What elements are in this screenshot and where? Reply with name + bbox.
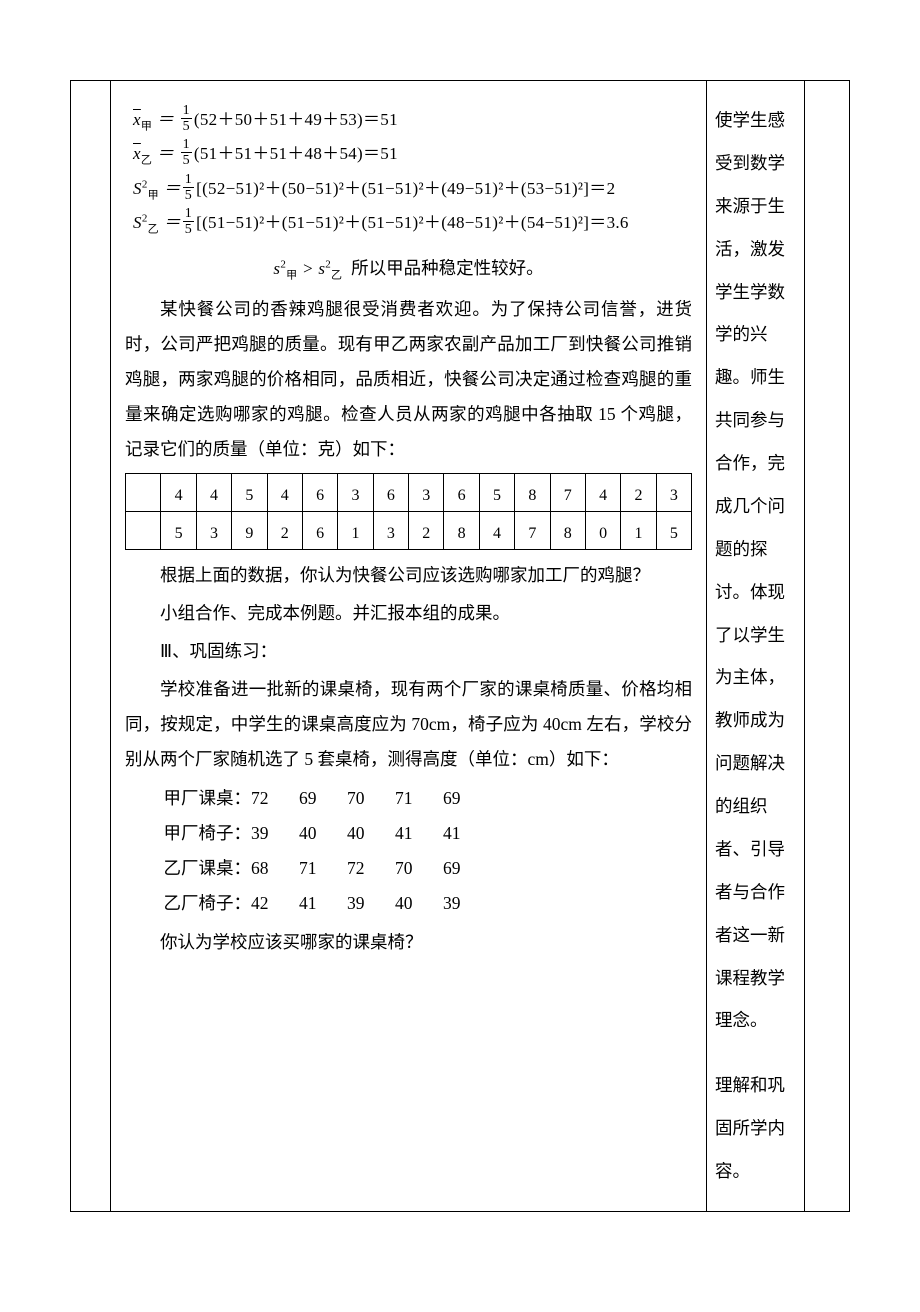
cell: 4 — [196, 473, 231, 511]
cell: 9 — [232, 511, 267, 549]
cell: 1 — [338, 511, 373, 549]
yi-chair-row: 乙厂椅子：4241394039 — [164, 886, 693, 921]
cell: 7 — [515, 511, 550, 549]
variance-compare: s2甲 > s2乙 所以甲品种稳定性较好。 — [125, 255, 692, 282]
section-3-heading: Ⅲ、巩固练习： — [125, 634, 692, 669]
formula-mean-yi: x乙 ＝ 15(51＋51＋51＋48＋54)＝51 — [133, 137, 692, 171]
cell: 2 — [267, 511, 302, 549]
formula-s2-yi: S2乙 ＝15[(51−51)²＋(51−51)²＋(51−51)²＋(48−5… — [133, 206, 692, 240]
cell: 3 — [196, 511, 231, 549]
cell: 8 — [515, 473, 550, 511]
paragraph-5: 你认为学校应该买哪家的课桌椅？ — [125, 925, 692, 960]
formula-s2-jia: S2甲 ＝15[(52−51)²＋(50−51)²＋(51−51)²＋(49−5… — [133, 172, 692, 206]
side-comment-cell: 使学生感受到数学来源于生活，激发学生学数学的兴趣。师生共同参与合作，完成几个问题… — [707, 81, 805, 1212]
cell: 4 — [161, 473, 196, 511]
paragraph-2: 根据上面的数据，你认为快餐公司应该选购哪家加工厂的鸡腿？ — [125, 558, 692, 593]
cell: 4 — [479, 511, 514, 549]
left-margin-cell — [71, 81, 111, 1212]
formula-mean-jia: x甲 ＝ 15(52＋50＋51＋49＋53)＝51 — [133, 103, 692, 137]
formula-block: x甲 ＝ 15(52＋50＋51＋49＋53)＝51 x乙 ＝ 15(51＋51… — [133, 103, 692, 241]
table-row: 5 3 9 2 6 1 3 2 8 4 7 8 0 — [126, 511, 692, 549]
row-label: 乙厂课桌： — [164, 858, 252, 878]
cell: 8 — [550, 511, 585, 549]
cell: 4 — [267, 473, 302, 511]
chicken-data-table: 4 4 5 4 6 3 6 3 6 5 8 7 4 — [125, 473, 692, 550]
paragraph-4: 学校准备进一批新的课桌椅，现有两个厂家的课桌椅质量、价格均相同，按规定，中学生的… — [125, 672, 692, 777]
cell: 1 — [621, 511, 656, 549]
cell: 3 — [338, 473, 373, 511]
cell: 5 — [161, 511, 196, 549]
cell: 5 — [656, 511, 691, 549]
row-label: 甲厂椅子： — [164, 823, 252, 843]
cell: 4 — [585, 473, 620, 511]
cell: 8 — [444, 511, 479, 549]
cell: 2 — [409, 511, 444, 549]
side-spacer — [715, 1042, 796, 1064]
table-row: 4 4 5 4 6 3 6 3 6 5 8 7 4 — [126, 473, 692, 511]
cell: 6 — [444, 473, 479, 511]
cell: 7 — [550, 473, 585, 511]
cell: 0 — [585, 511, 620, 549]
side-comment-2: 理解和巩固所学内容。 — [715, 1064, 796, 1193]
cell: 3 — [656, 473, 691, 511]
row-label: 甲厂课桌： — [164, 788, 252, 808]
paragraph-3: 小组合作、完成本例题。并汇报本组的成果。 — [125, 596, 692, 631]
cell: 6 — [302, 473, 337, 511]
cell: 6 — [302, 511, 337, 549]
main-content-cell: x甲 ＝ 15(52＋50＋51＋49＋53)＝51 x乙 ＝ 15(51＋51… — [111, 81, 707, 1212]
cell: 6 — [373, 473, 408, 511]
side-comment-1: 使学生感受到数学来源于生活，激发学生学数学的兴趣。师生共同参与合作，完成几个问题… — [715, 99, 796, 1042]
jia-chair-row: 甲厂椅子：3940404141 — [164, 816, 693, 851]
jia-desk-row: 甲厂课桌：7269707169 — [164, 781, 693, 816]
row-label — [126, 511, 161, 549]
cell: 5 — [479, 473, 514, 511]
right-margin-cell — [805, 81, 850, 1212]
paragraph-1: 某快餐公司的香辣鸡腿很受消费者欢迎。为了保持公司信誉，进货时，公司严把鸡腿的质量… — [125, 292, 692, 467]
cell: 2 — [621, 473, 656, 511]
cell: 3 — [409, 473, 444, 511]
cell: 5 — [232, 473, 267, 511]
cell: 3 — [373, 511, 408, 549]
yi-desk-row: 乙厂课桌：6871727069 — [164, 851, 693, 886]
row-label: 乙厂椅子： — [164, 893, 252, 913]
layout-table: x甲 ＝ 15(52＋50＋51＋49＋53)＝51 x乙 ＝ 15(51＋51… — [70, 80, 850, 1212]
measurements-block: 甲厂课桌：7269707169 甲厂椅子：3940404141 乙厂课桌：687… — [164, 781, 693, 921]
page: x甲 ＝ 15(52＋50＋51＋49＋53)＝51 x乙 ＝ 15(51＋51… — [0, 0, 920, 1312]
row-label — [126, 473, 161, 511]
